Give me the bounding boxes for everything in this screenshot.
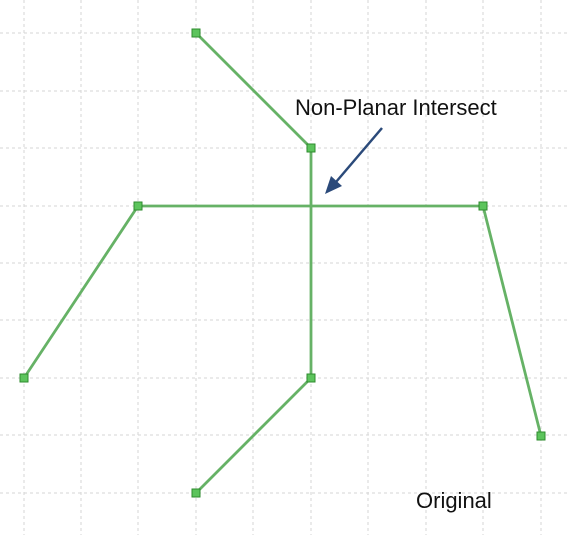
arrow-shaft xyxy=(336,128,382,182)
annotation-label: Non-Planar Intersect xyxy=(295,95,497,120)
annotation-arrow xyxy=(325,128,382,194)
vertex-h[interactable] xyxy=(192,489,200,497)
vertex-g[interactable] xyxy=(537,432,545,440)
caption-label: Original xyxy=(416,488,492,513)
edge-c-e xyxy=(24,206,138,378)
vertex-e[interactable] xyxy=(20,374,28,382)
vertex-f[interactable] xyxy=(307,374,315,382)
vertex-a[interactable] xyxy=(192,29,200,37)
vertex-d[interactable] xyxy=(479,202,487,210)
vertex-b[interactable] xyxy=(307,144,315,152)
edge-d-g xyxy=(483,206,541,436)
vertex-c[interactable] xyxy=(134,202,142,210)
